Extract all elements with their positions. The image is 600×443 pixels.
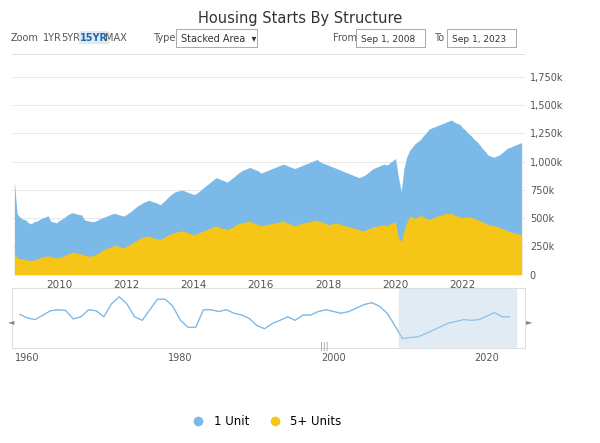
Text: To: To bbox=[434, 33, 445, 43]
Text: Zoom: Zoom bbox=[11, 33, 38, 43]
Bar bbox=[400, 288, 516, 348]
Text: 1YR: 1YR bbox=[43, 33, 62, 43]
Legend: 1 Unit, 5+ Units: 1 Unit, 5+ Units bbox=[182, 410, 346, 433]
Text: ◄: ◄ bbox=[8, 317, 14, 326]
Text: Stacked Area  ▾: Stacked Area ▾ bbox=[181, 34, 256, 44]
Text: Sep 1, 2008: Sep 1, 2008 bbox=[361, 35, 415, 43]
Text: 5YR: 5YR bbox=[61, 33, 80, 43]
Text: Type: Type bbox=[153, 33, 175, 43]
Text: 15YR: 15YR bbox=[80, 33, 109, 43]
Text: From: From bbox=[333, 33, 357, 43]
Text: MAX: MAX bbox=[105, 33, 127, 43]
Text: ►: ► bbox=[526, 317, 532, 326]
Text: Sep 1, 2023: Sep 1, 2023 bbox=[452, 35, 506, 43]
Text: |||: ||| bbox=[320, 342, 328, 351]
Text: Housing Starts By Structure: Housing Starts By Structure bbox=[198, 11, 402, 26]
